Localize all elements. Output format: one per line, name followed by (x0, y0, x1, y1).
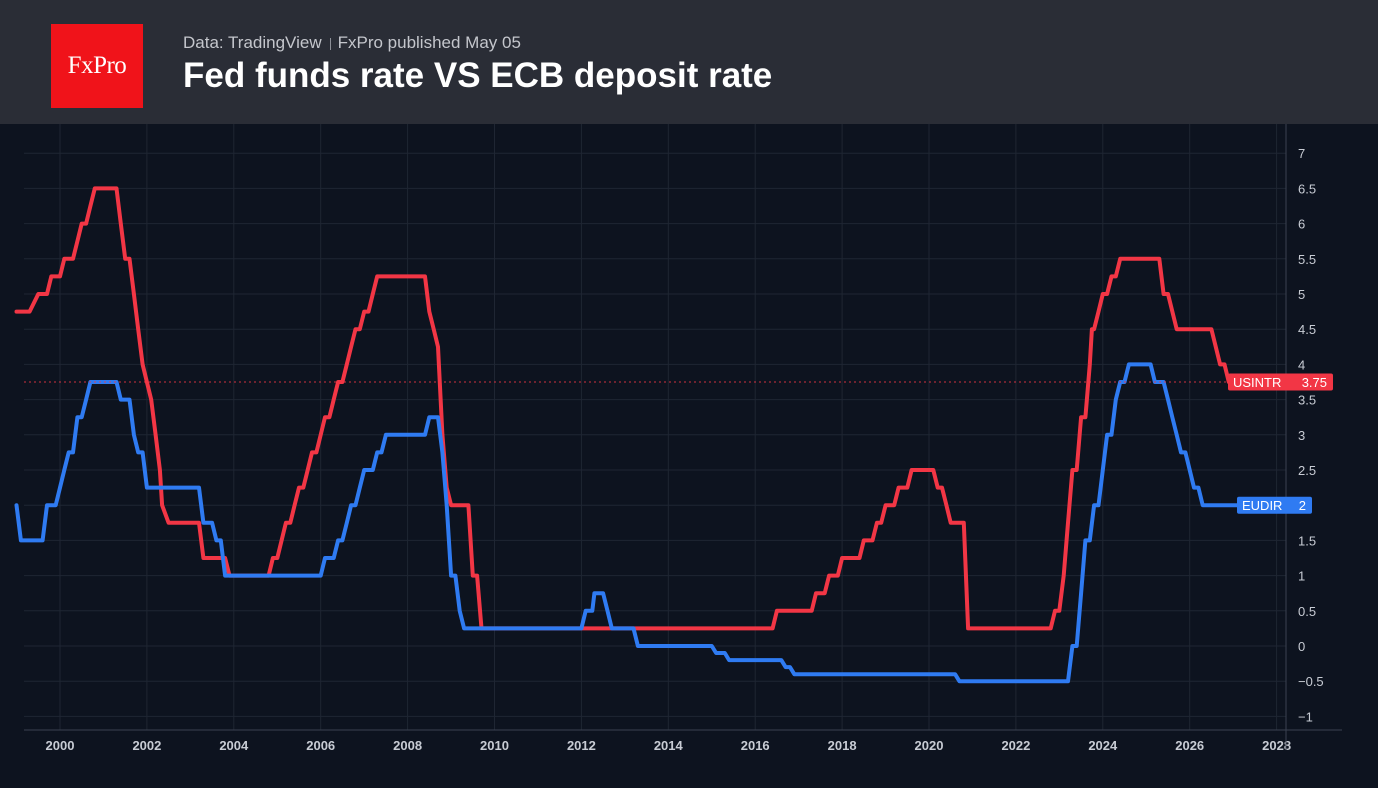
y-tick-label: 4 (1298, 357, 1305, 372)
separator (329, 37, 331, 50)
x-tick-label: 2004 (219, 738, 249, 753)
x-tick-label: 2016 (741, 738, 770, 753)
y-tick-label: 5 (1298, 287, 1305, 302)
series-label-usintr (1228, 373, 1333, 391)
rate-chart: 7 6.5 6 5.5 5 4.5 4 3.5 3 2.5 2 1.5 1 0.5 0 −0.5 −1 2000 2… (14, 124, 1342, 753)
y-tick-label: 1.5 (1298, 533, 1316, 548)
fxpro-logo: FxPro (51, 24, 143, 108)
series-value-label: 2 (1299, 498, 1306, 513)
x-tick-label: 2000 (46, 738, 75, 753)
source-line: Data: TradingView FxPro published May 05 (183, 33, 521, 53)
y-tick-label: 2.5 (1298, 463, 1316, 478)
x-tick-label: 2010 (480, 738, 509, 753)
header: FxPro Data: TradingView FxPro published M… (0, 0, 1378, 124)
x-tick-label: 2008 (393, 738, 422, 753)
y-tick-label: 0.5 (1298, 604, 1316, 619)
x-tick-label: 2026 (1175, 738, 1204, 753)
x-tick-label: 2020 (915, 738, 944, 753)
series-line-usintr (14, 186, 1244, 631)
series-name-label: USINTR (1233, 375, 1281, 390)
y-tick-label: −0.5 (1298, 674, 1324, 689)
x-tick-label: 2002 (132, 738, 161, 753)
y-tick-label: −1 (1298, 709, 1313, 724)
series-label-eudir (1237, 496, 1312, 514)
x-tick-label: 2012 (567, 738, 596, 753)
series-value-label: 3.75 (1302, 375, 1327, 390)
chart-title: Fed funds rate VS ECB deposit rate (183, 56, 773, 95)
y-tick-label: 7 (1298, 146, 1305, 161)
y-tick-label: 5.5 (1298, 252, 1316, 267)
series-line-eudir (14, 362, 1244, 684)
x-tick-label: 2022 (1001, 738, 1030, 753)
y-tick-label: 6 (1298, 217, 1305, 232)
y-tick-label: 4.5 (1298, 322, 1316, 337)
x-tick-label: 2024 (1088, 738, 1118, 753)
x-tick-label: 2006 (306, 738, 335, 753)
y-tick-label: 0 (1298, 639, 1305, 654)
series-name-label: EUDIR (1242, 498, 1282, 513)
x-tick-label: 2014 (654, 738, 684, 753)
published-note: FxPro published May 05 (337, 33, 521, 52)
x-tick-label: 2018 (828, 738, 857, 753)
data-source: Data: TradingView (183, 33, 322, 52)
y-tick-label: 6.5 (1298, 181, 1316, 196)
x-tick-label: 2028 (1262, 738, 1291, 753)
y-tick-label: 3 (1298, 428, 1305, 443)
y-tick-label: 3.5 (1298, 393, 1316, 408)
y-tick-label: 1 (1298, 569, 1305, 584)
